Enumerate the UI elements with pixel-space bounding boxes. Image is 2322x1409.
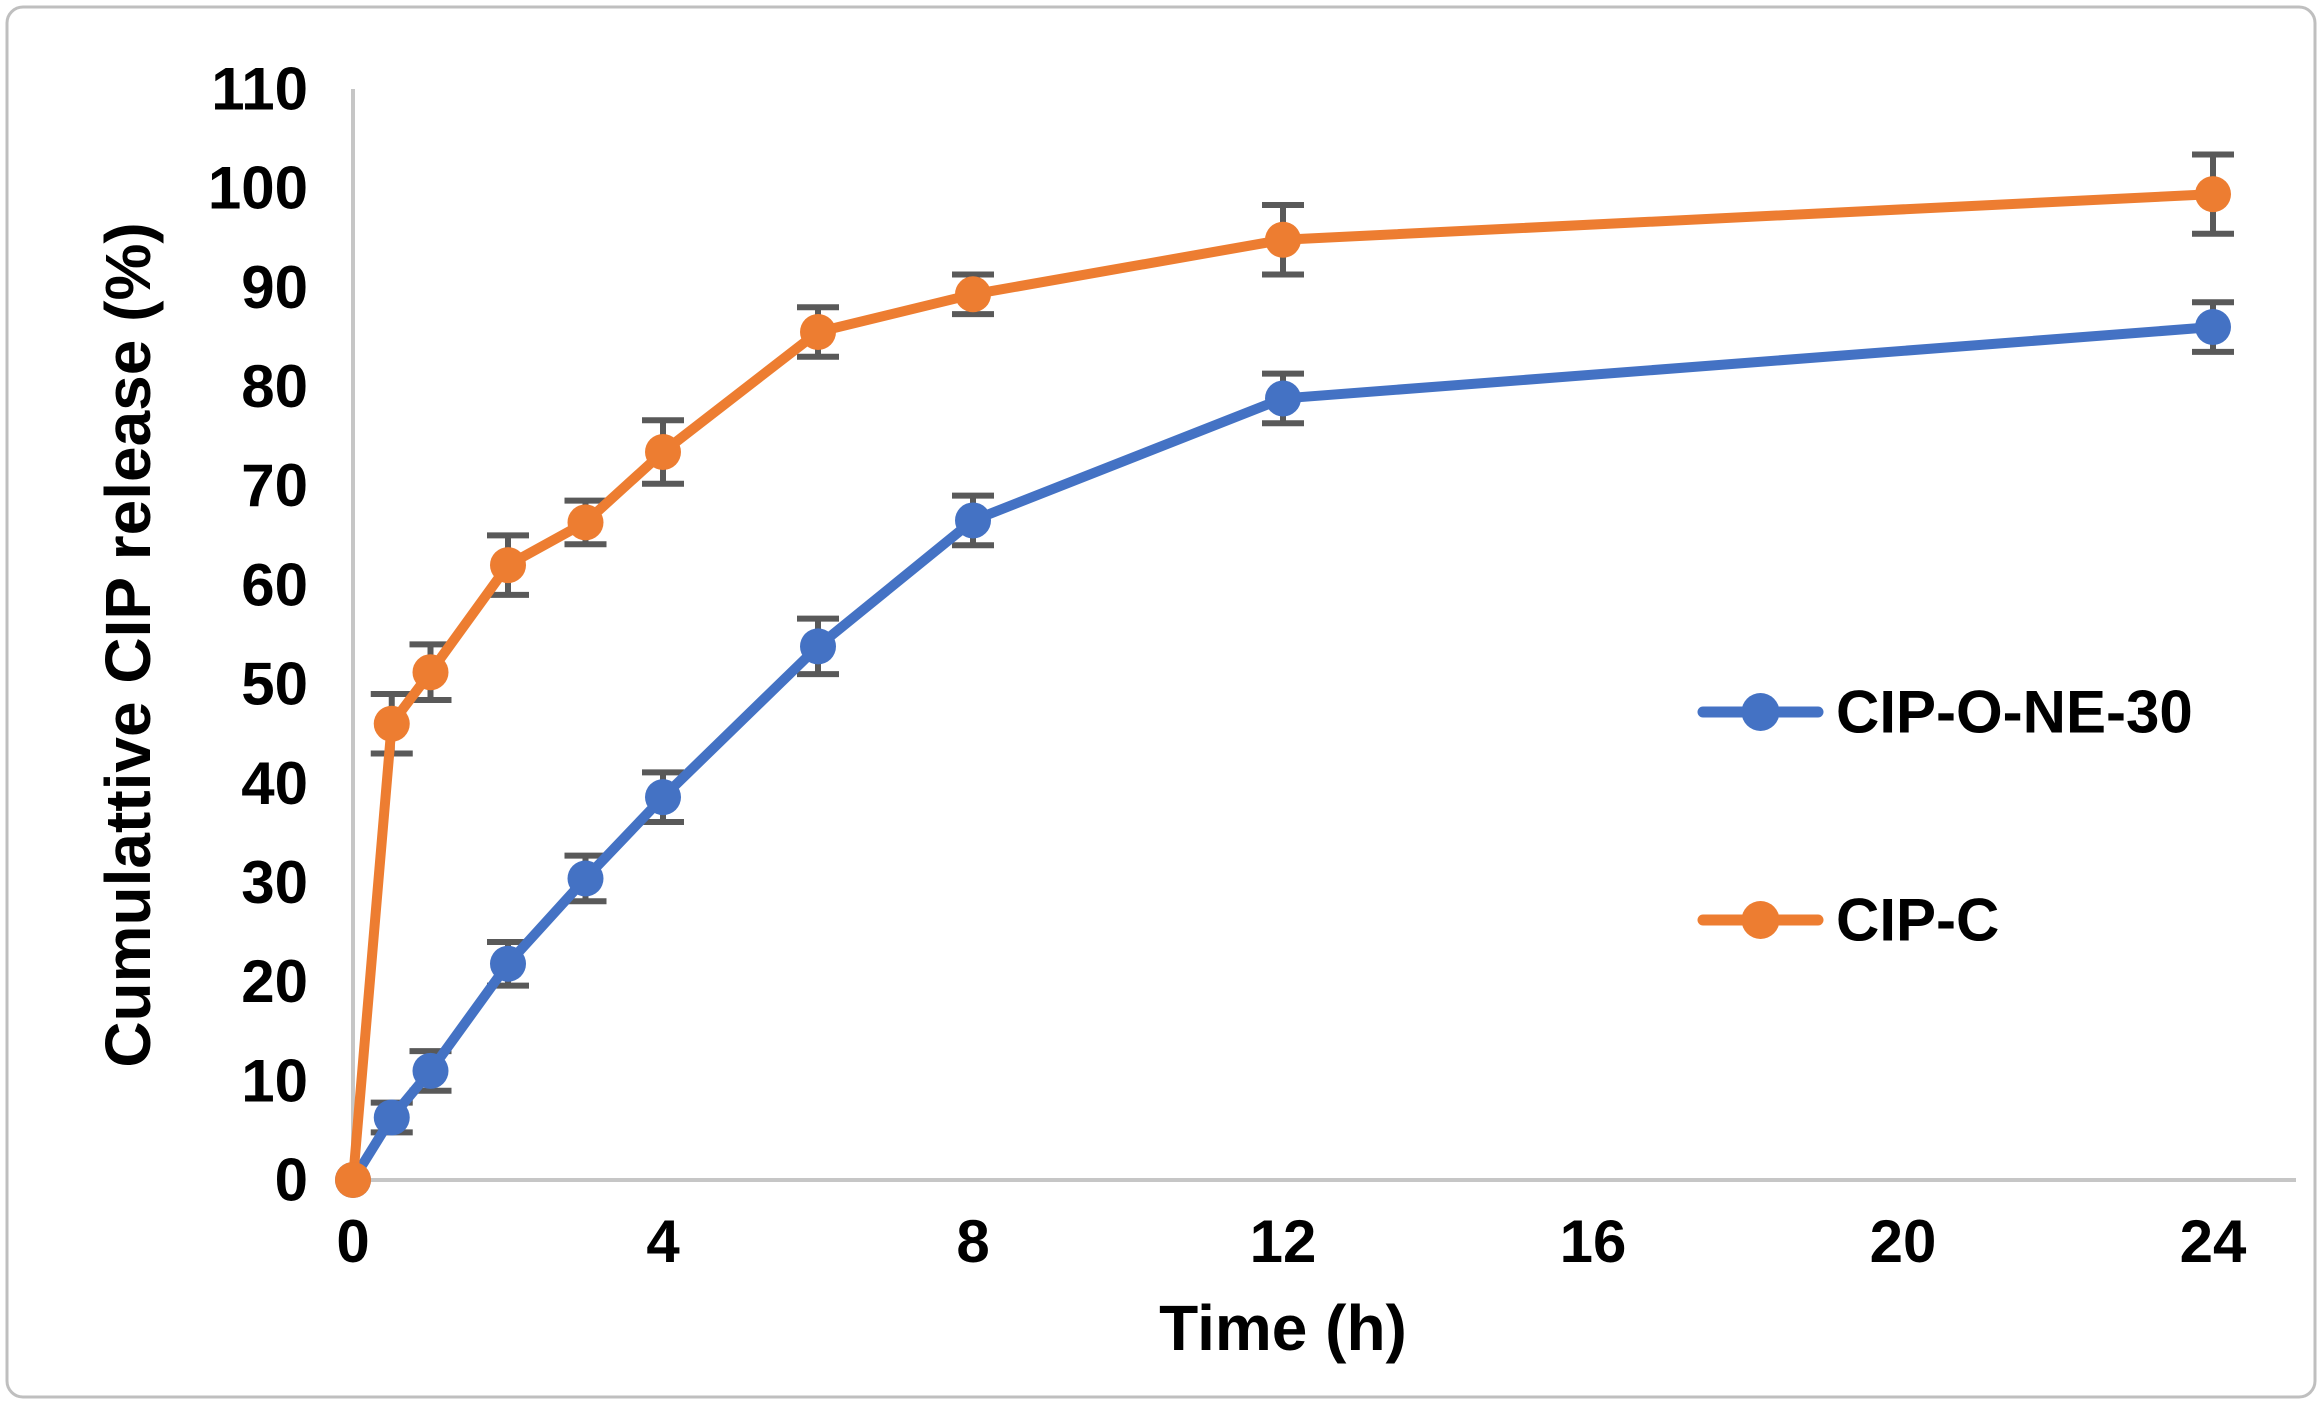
axes [351,89,2296,1182]
x-tick-label-0: 0 [336,1208,369,1275]
x-tick-label-24: 24 [2180,1208,2247,1275]
y-axis-tick-labels: 0 10 20 30 40 50 60 70 80 90 100 110 [208,56,308,1214]
x-tick-label-8: 8 [956,1208,989,1275]
series-CIP-C [335,151,2234,1198]
x-tick-label-12: 12 [1250,1208,1317,1275]
data-point-CIP-O-NE-30-12h [1265,380,1301,417]
data-point-CIP-C-12h [1265,221,1301,258]
series-CIP-O-NE-30 [335,299,2234,1198]
legend-marker-dot-CIP-O-NE-30 [1741,693,1780,731]
data-point-CIP-O-NE-30-1h [412,1052,449,1089]
legend-label-CIP-C: CIP-C [1836,887,1999,954]
legend-marker-dot-CIP-C [1741,901,1780,939]
data-point-CIP-O-NE-30-2h [490,945,526,982]
x-tick-label-20: 20 [1870,1208,1937,1275]
y-tick-label-50: 50 [241,651,308,718]
y-tick-label-70: 70 [241,452,308,519]
y-axis-title: Cumulattive CIP release (%) [92,222,164,1067]
y-tick-label-80: 80 [241,353,308,420]
data-point-CIP-C-3h [567,504,604,541]
y-tick-label-30: 30 [241,849,308,916]
data-point-CIP-C-4h [645,434,681,471]
y-tick-label-20: 20 [241,948,308,1015]
legend: CIP-O-NE-30 CIP-C [1697,679,2193,954]
data-point-CIP-O-NE-30-6h [800,628,836,665]
data-point-CIP-O-NE-30-3h [567,860,604,897]
y-tick-label-10: 10 [241,1047,308,1114]
data-series [335,151,2234,1198]
data-point-CIP-C-2h [490,547,526,584]
y-tick-label-40: 40 [241,750,308,817]
y-tick-label-60: 60 [241,551,308,618]
data-point-CIP-C-24h [2195,176,2231,213]
data-point-CIP-C-0.5h [373,705,410,742]
data-point-CIP-O-NE-30-4h [645,779,681,816]
data-point-CIP-O-NE-30-0.5h [373,1099,410,1136]
legend-item-CIP-C: CIP-C [1697,887,1999,954]
series-line-CIP-O-NE-30 [348,322,2218,1185]
data-point-CIP-C-6h [800,313,836,350]
data-point-CIP-C-8h [955,276,991,313]
y-tick-label-0: 0 [275,1147,308,1214]
y-tick-label-100: 100 [208,155,308,222]
series-line-CIP-C [348,189,2218,1185]
x-axis-title: Time (h) [1159,1292,1407,1364]
y-tick-label-110: 110 [211,56,308,123]
x-tick-label-4: 4 [646,1208,680,1275]
y-tick-label-90: 90 [241,254,308,321]
legend-label-CIP-O-NE-30: CIP-O-NE-30 [1836,679,2193,746]
x-axis-tick-labels: 0 4 8 12 16 20 24 [336,1208,2247,1275]
legend-item-CIP-O-NE-30: CIP-O-NE-30 [1697,679,2193,746]
chart-border [5,5,2317,1399]
x-tick-label-16: 16 [1560,1208,1627,1275]
data-point-CIP-C-0h [335,1162,371,1198]
data-point-CIP-C-1h [412,654,449,691]
data-point-CIP-O-NE-30-8h [955,502,991,539]
data-point-CIP-O-NE-30-24h [2195,309,2231,346]
